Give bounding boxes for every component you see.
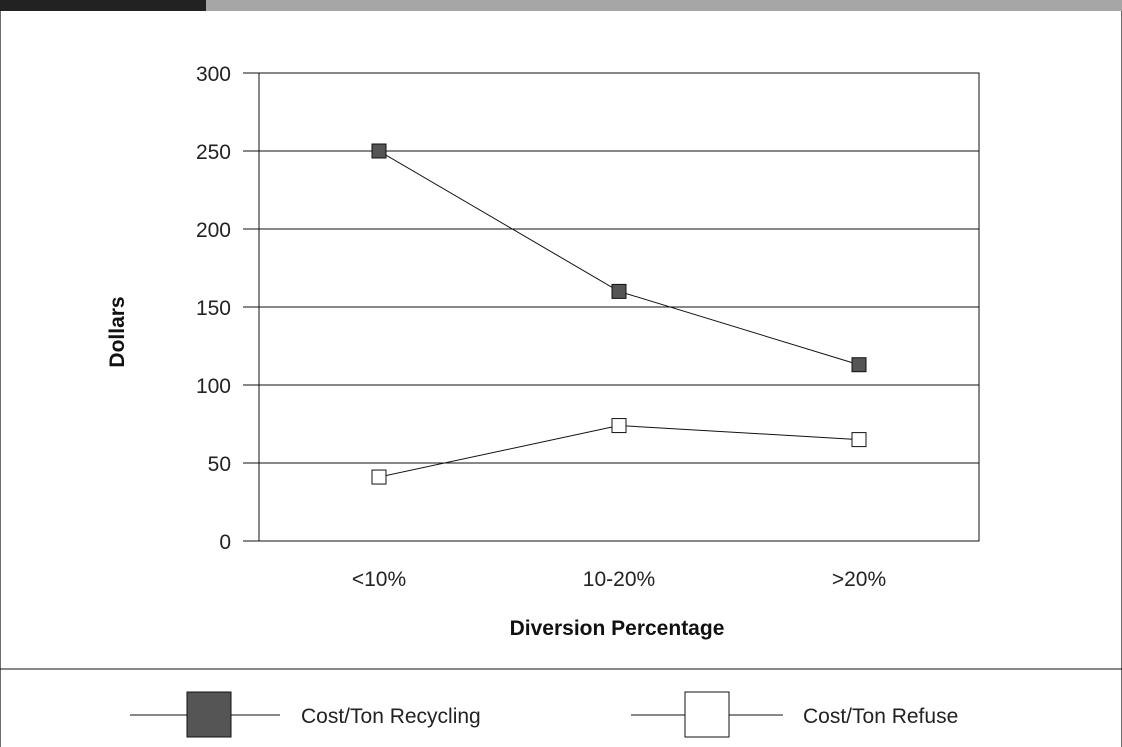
data-point (851, 432, 867, 448)
y-tick-label: 0 (219, 531, 231, 554)
data-point (371, 143, 387, 159)
x-tick-label: <10% (352, 568, 406, 591)
x-tick-label: >20% (832, 568, 886, 591)
legend-label-recycling: Cost/Ton Recycling (301, 705, 481, 728)
series-line (378, 425, 860, 478)
legend-marker-refuse (684, 691, 730, 738)
y-tick-label: 100 (196, 375, 231, 398)
x-axis: <10% 10-20% >20% (352, 568, 886, 591)
y-tick-label: 300 (196, 63, 231, 86)
data-point (611, 418, 627, 434)
y-axis: 0 50 100 150 200 250 300 (196, 63, 259, 554)
series-markers (371, 143, 867, 485)
y-tick-label: 150 (196, 297, 231, 320)
top-banner-accent (0, 0, 206, 11)
gridlines (259, 150, 979, 464)
y-tick-label: 50 (208, 453, 231, 476)
legend-marker-recycling (186, 691, 232, 738)
legend-label-refuse: Cost/Ton Refuse (803, 705, 958, 728)
legend-item-recycling: Cost/Ton Recycling (130, 691, 481, 738)
legend: Cost/Ton Recycling Cost/Ton Refuse (130, 691, 958, 738)
x-tick-label: 10-20% (583, 568, 655, 591)
data-point (851, 357, 867, 373)
series-line (378, 150, 860, 366)
top-banner-bar (0, 0, 1122, 11)
data-point (371, 469, 387, 485)
y-axis-title: Dollars (106, 296, 129, 367)
data-point (611, 283, 627, 299)
y-tick-label: 200 (196, 219, 231, 242)
y-tick-label: 250 (196, 141, 231, 164)
x-axis-title: Diversion Percentage (510, 617, 725, 640)
legend-item-refuse: Cost/Ton Refuse (631, 691, 958, 738)
